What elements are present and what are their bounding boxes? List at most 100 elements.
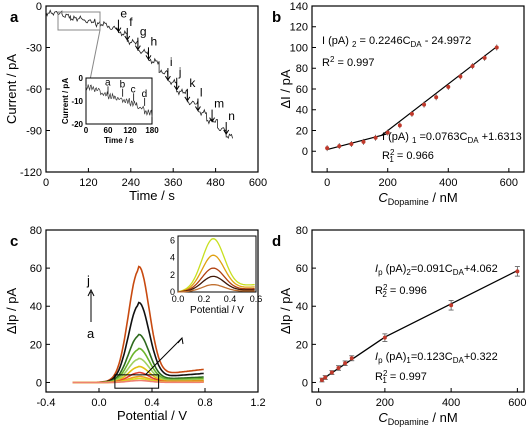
c-inset-ytick-label: 4 (170, 253, 175, 263)
a-step-label: j (178, 65, 182, 79)
d-xtick-label: 0 (316, 397, 322, 409)
a-ylabel: Current / pA (4, 54, 19, 124)
b-data-point (482, 55, 487, 60)
d-ytick-label: 40 (296, 301, 308, 313)
b-xtick-label: 600 (500, 177, 518, 189)
d-ytick-label: 80 (296, 225, 308, 237)
c-inset-ytick-label: 6 (170, 235, 175, 245)
a-step-label: g (140, 25, 147, 39)
c-zoom-region (114, 374, 160, 389)
c-zoom-arrowhead (177, 336, 184, 345)
c-xtick-label: 0.4 (144, 397, 159, 409)
c-inset-xtick-label: 0.4 (224, 294, 237, 304)
d-data-point (449, 303, 454, 308)
a-inset-ytick-label: -10 (71, 97, 83, 106)
d-data-point (343, 361, 348, 366)
c-inset-curve (177, 254, 255, 293)
b-data-point (337, 144, 342, 149)
d-equation-1: Ip (pA)1=0.123CDA+0.322 (375, 351, 498, 365)
a-inset-ylabel: Current / pA (61, 78, 70, 124)
b-data-point (494, 45, 499, 50)
c-inset-curve (177, 238, 255, 293)
a-step-label: k (189, 76, 196, 90)
b-r2-low: R2 1 = 0.966 (382, 148, 434, 164)
b-ytick-label: 60 (296, 84, 308, 96)
a-step-arrowhead (164, 75, 171, 82)
b-panel-label: b (272, 9, 281, 26)
a-step-arrowhead (209, 117, 215, 123)
a-zoom-connector (89, 29, 101, 81)
b-data-point (373, 135, 378, 140)
a-inset-xtick-label: 180 (145, 126, 159, 135)
c-panel-label: c (10, 233, 18, 250)
c-xtick-label: -0.4 (37, 397, 56, 409)
c-zoom-connector (145, 337, 183, 376)
c-inset-curve (177, 267, 255, 293)
c-ytick-label: 20 (30, 339, 42, 351)
a-step-label: h (150, 34, 157, 48)
d-data-point (336, 365, 341, 370)
b-ytick-label: 40 (296, 105, 308, 117)
a-ytick-label: -90 (26, 125, 42, 137)
a-step-arrowhead (124, 35, 131, 41)
a-current-trace (45, 9, 233, 140)
a-xtick-label: 0 (43, 177, 49, 189)
a-ytick-label: 0 (36, 1, 42, 13)
c-xlabel: Potential / V (117, 408, 187, 423)
c-inset-ytick-label: 0 (170, 287, 175, 297)
b-data-point (397, 123, 402, 128)
a-xlabel: Time / s (129, 188, 175, 203)
a-inset-step-label: d (142, 89, 148, 100)
b-data-point (409, 111, 414, 116)
b-xlabel: CDopamine / nM (378, 190, 457, 207)
a-step-label: e (120, 7, 127, 21)
a-step-arrowhead (145, 55, 152, 61)
a-step-arrowhead (134, 45, 141, 51)
a-inset-xtick-label: 0 (84, 126, 89, 135)
a-inset-ytick-label: -20 (71, 120, 83, 129)
a-step-label: m (214, 97, 224, 111)
d-xtick-label: 400 (442, 397, 460, 409)
a-inset-xtick-label: 60 (104, 126, 113, 135)
b-fit-high (381, 46, 498, 136)
a-inset-trace (85, 84, 153, 118)
d-data-point (319, 377, 324, 382)
d-data-point (349, 356, 354, 361)
b-data-point (446, 84, 451, 89)
d-data-point (329, 370, 334, 375)
d-panel-label: d (272, 233, 281, 250)
b-xtick-label: 200 (379, 177, 397, 189)
d-ytick-label: 20 (296, 339, 308, 351)
a-ytick-label: -60 (26, 84, 42, 96)
b-ytick-label: 20 (296, 125, 308, 137)
d-r2-2: R2 2 = 0.996 (375, 283, 427, 299)
d-ytick-label: 0 (302, 377, 308, 389)
b-equation-low: I (pA) 1 =0.0763CDA +1.6313 (382, 131, 522, 145)
b-data-point (434, 95, 439, 100)
a-panel-label: a (10, 9, 19, 26)
d-data-point (323, 375, 328, 380)
c-label-bottom: a (87, 326, 95, 341)
a-step-label: f (129, 15, 133, 29)
c-xtick-label: 1.2 (250, 397, 265, 409)
c-inset-frame (177, 235, 257, 293)
a-inset-step-label: c (131, 84, 136, 95)
d-frame (311, 229, 525, 393)
b-frame (311, 5, 525, 173)
c-ytick-label: 60 (30, 263, 42, 275)
panel-b: 0 200 400 600 0 20 40 60 80 100 120 140 b CDopamine /… (272, 1, 525, 207)
a-inset-step-label: a (105, 77, 111, 88)
a-ytick-label: -120 (20, 167, 42, 179)
d-ytick-label: 60 (296, 263, 308, 275)
c-label-top: j (86, 273, 90, 288)
b-ytick-label: 140 (290, 1, 308, 13)
b-xtick-label: 400 (439, 177, 457, 189)
b-fit-low (326, 133, 388, 151)
d-r2-1: R2 1 = 0.997 (375, 369, 427, 385)
a-zoom-region (57, 11, 101, 31)
c-xtick-label: 0.8 (197, 397, 212, 409)
d-data-point (515, 269, 520, 274)
